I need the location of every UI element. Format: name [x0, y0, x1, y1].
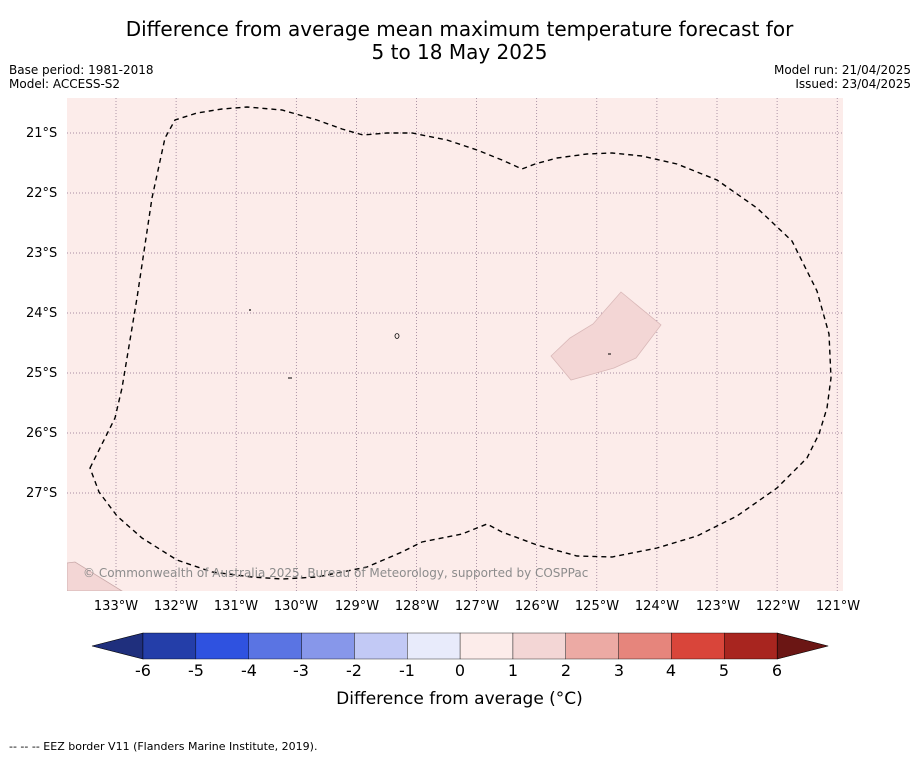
colorbar-segment [354, 632, 408, 660]
colorbar-segment [301, 632, 355, 660]
island-markers [249, 309, 611, 379]
map-background [67, 98, 843, 591]
model-name: Model: ACCESS-S2 [9, 77, 121, 91]
colorbar-segment [671, 632, 725, 660]
colorbar-segment [618, 632, 672, 660]
lon-label: 132°W [153, 599, 199, 614]
lat-label: 24°S [26, 306, 58, 321]
colorbar-tick: -6 [135, 661, 151, 680]
title-line-1: Difference from average mean maximum tem… [125, 17, 794, 41]
lon-label: 121°W [815, 599, 861, 614]
island-marker [394, 333, 400, 339]
colorbar-tick: 6 [771, 661, 783, 680]
colorbar-segment [248, 632, 302, 660]
lat-label: 23°S [26, 246, 58, 261]
island-marker [249, 309, 251, 311]
colorbar-tick: 3 [613, 661, 625, 680]
gridlines [67, 98, 843, 591]
colorbar-extend-high [776, 632, 829, 660]
lon-label: 129°W [334, 599, 380, 614]
colorbar-segment [565, 632, 619, 660]
base-period: Base period: 1981-2018 [9, 63, 154, 77]
eez-footnote: -- -- -- EEZ border V11 (Flanders Marine… [9, 740, 318, 753]
warm-anomaly-patch [550, 291, 662, 381]
forecast-map: © Commonwealth of Australia 2025, Bureau… [67, 98, 843, 591]
lon-label: 133°W [93, 599, 139, 614]
colorbar-label: Difference from average (°C) [336, 689, 583, 709]
lon-label: 131°W [213, 599, 259, 614]
colorbar-tick: -2 [346, 661, 362, 680]
colorbar-tick: 4 [665, 661, 677, 680]
coastline-corner [67, 561, 123, 591]
colorbar-tick: -5 [188, 661, 204, 680]
colorbar-tick: 1 [507, 661, 519, 680]
title-line-2: 5 to 18 May 2025 [371, 40, 548, 64]
lat-label: 21°S [26, 126, 58, 141]
colorbar-tick: 0 [454, 661, 466, 680]
colorbar-tick: -3 [293, 661, 309, 680]
lon-label: 123°W [695, 599, 741, 614]
colorbar-tick: -4 [241, 661, 257, 680]
lon-label: 127°W [454, 599, 500, 614]
meta-right: Model run: 21/04/2025 Issued: 23/04/2025 [774, 63, 911, 91]
lon-label: 128°W [394, 599, 440, 614]
lon-label: 125°W [574, 599, 620, 614]
lat-label: 25°S [26, 366, 58, 381]
eez-border [89, 106, 832, 580]
lon-label: 122°W [755, 599, 801, 614]
model-run: Model run: 21/04/2025 [773, 63, 911, 77]
colorbar-segment [724, 632, 778, 660]
colorbar-tick: -1 [399, 661, 415, 680]
lat-label: 27°S [26, 486, 58, 501]
lon-label: 124°W [634, 599, 680, 614]
lat-label: 22°S [26, 186, 58, 201]
colorbar-segment [512, 632, 567, 660]
colorbar-segment [142, 632, 197, 660]
colorbar-segment [195, 632, 249, 660]
colorbar-tick: 5 [718, 661, 730, 680]
colorbar-tick: 2 [560, 661, 572, 680]
chart-title: Difference from average mean maximum tem… [0, 18, 919, 64]
colorbar-extend-low [91, 632, 144, 660]
colorbar [91, 632, 829, 660]
lon-label: 126°W [514, 599, 560, 614]
lon-label: 130°W [273, 599, 319, 614]
colorbar-segments [91, 632, 829, 660]
meta-left: Base period: 1981-2018 Model: ACCESS-S2 [9, 63, 154, 91]
colorbar-segment [407, 632, 461, 660]
issued-date: Issued: 23/04/2025 [795, 77, 911, 91]
lat-label: 26°S [26, 426, 58, 441]
copyright-notice: © Commonwealth of Australia 2025, Bureau… [83, 566, 588, 580]
colorbar-segment [459, 632, 514, 660]
